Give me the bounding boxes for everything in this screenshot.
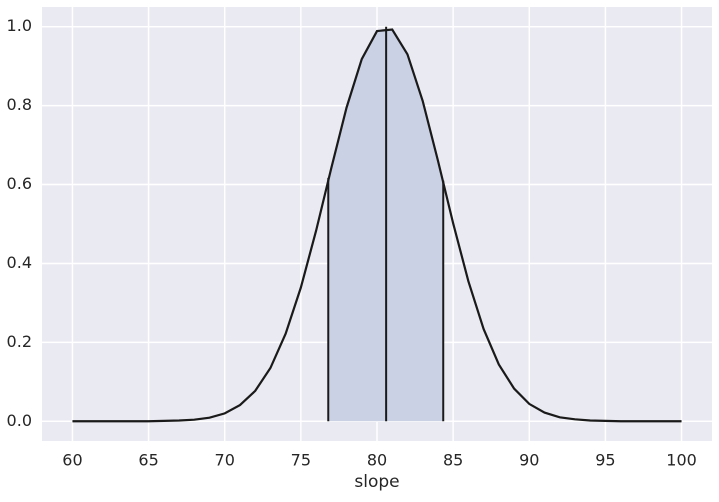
curve <box>72 28 682 423</box>
x-tick-label: 70 <box>215 451 235 470</box>
y-tick-label: 0.4 <box>7 253 32 272</box>
y-tick-label: 0.8 <box>7 95 32 114</box>
x-tick-label: 100 <box>666 451 697 470</box>
y-tick-label: 0.2 <box>7 332 32 351</box>
x-tick-label: 90 <box>519 451 539 470</box>
x-axis-label: slope <box>354 472 399 492</box>
y-tick-label: 0.6 <box>7 174 32 193</box>
x-tick-label: 85 <box>443 451 463 470</box>
x-tick-label: 75 <box>291 451 311 470</box>
x-tick-label: 65 <box>138 451 158 470</box>
x-tick-label: 95 <box>595 451 615 470</box>
x-tick-label: 80 <box>367 451 387 470</box>
x-tick-label: 60 <box>62 451 82 470</box>
y-tick-label: 0.0 <box>7 411 32 430</box>
y-tick-label: 1.0 <box>7 16 32 35</box>
